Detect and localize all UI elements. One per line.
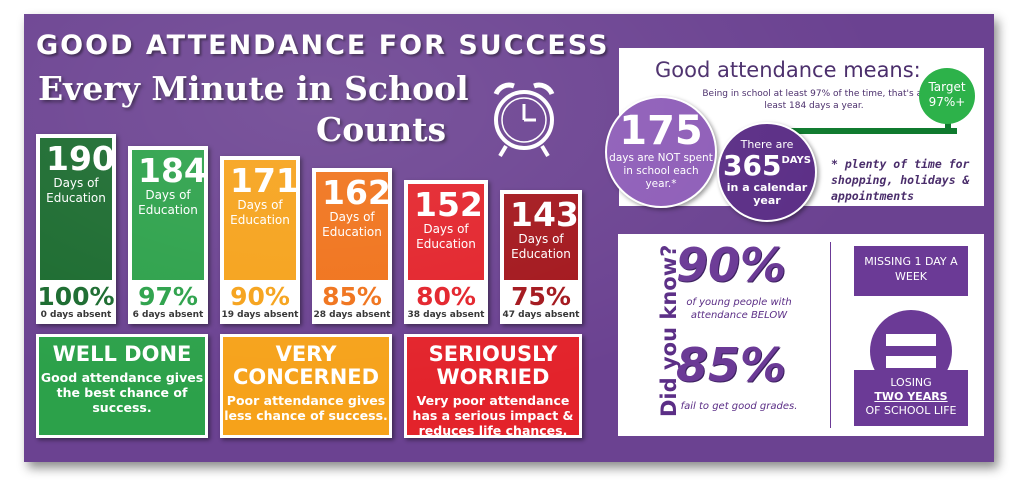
bar-absent: 28 days absent	[313, 310, 391, 320]
bar-days: 190	[46, 139, 115, 178]
bar-fill: 184 Days of Education	[132, 150, 207, 280]
bar-fill: 171 Days of Education	[224, 160, 299, 280]
target-badge: Target 97%+	[919, 68, 975, 124]
calendar-days-label: DAYS	[781, 155, 811, 166]
bar-caption: Days of Education	[511, 232, 571, 261]
panel-divider	[830, 242, 831, 428]
status-text: Very poor attendance has a serious impac…	[412, 393, 574, 438]
bar-fill: 152 Days of Education	[408, 184, 484, 280]
bar-fill: 162 Days of Education	[316, 172, 391, 280]
bar-caption: Days of Education	[138, 188, 198, 217]
calendar-year-text: in a calendar year	[726, 181, 808, 207]
bar-days: 184	[138, 151, 207, 190]
losing-line1: LOSING	[890, 376, 932, 389]
status-well-done: WELL DONE Good attendance gives the best…	[36, 334, 208, 438]
bar-percent: 80%	[416, 282, 476, 311]
poster-subtitle-line1: Every Minute in School	[38, 69, 469, 108]
bar-caption: Days of Education	[416, 222, 476, 251]
missing-one-day-box: MISSING 1 DAY A WEEK	[854, 246, 968, 296]
bar-absent: 38 days absent	[407, 310, 485, 320]
days-not-in-school-number: 175	[619, 108, 703, 154]
bar-absent: 19 days absent	[221, 310, 299, 320]
days-not-in-school-circle: 175 days are NOT spent in school each ye…	[605, 96, 717, 208]
bar-184-days: 184 Days of Education 97% 6 days absent	[128, 146, 208, 324]
bar-days: 162	[322, 173, 391, 212]
status-text: Good attendance gives the best chance of…	[40, 370, 204, 415]
stat-90-text: of young people with attendance BELOW	[686, 297, 792, 321]
status-text: Poor attendance gives less chance of suc…	[224, 393, 388, 423]
calendar-days-number: 365	[723, 149, 782, 182]
stat-85-text: fail to get good grades.	[680, 401, 798, 412]
status-heading: SERIOUSLY WORRIED	[428, 342, 558, 389]
bar-percent: 75%	[511, 282, 571, 311]
status-heading: WELL DONE	[52, 342, 192, 366]
bar-days: 171	[230, 161, 299, 200]
bar-percent: 100%	[37, 282, 115, 311]
target-label: Target	[928, 80, 966, 94]
target-line	[781, 128, 957, 134]
bar-fill: 190 Days of Education	[40, 138, 115, 280]
status-very-concerned: VERY CONCERNED Poor attendance gives les…	[220, 334, 392, 438]
attendance-poster: GOOD ATTENDANCE FOR SUCCESS Every Minute…	[24, 14, 994, 462]
bar-absent: 0 days absent	[40, 310, 112, 320]
bar-fill: 143 Days of Education	[504, 194, 579, 280]
status-heading: VERY CONCERNED	[232, 342, 380, 389]
bar-caption: Days of Education	[322, 210, 382, 239]
stat-90-percent: 90%	[676, 238, 787, 292]
poster-subtitle-line2: Counts	[316, 110, 447, 149]
status-seriously-worried: SERIOUSLY WORRIED Very poor attendance h…	[404, 334, 582, 438]
bar-171-days: 171 Days of Education 90% 19 days absent	[220, 156, 300, 324]
did-you-know-panel: Did you know? 90% of young people with a…	[618, 234, 984, 436]
bar-143-days: 143 Days of Education 75% 47 days absent	[500, 190, 582, 324]
bar-percent: 85%	[322, 282, 382, 311]
means-text: Being in school at least 97% of the time…	[702, 89, 926, 111]
bar-absent: 6 days absent	[132, 310, 204, 320]
bar-190-days: 190 Days of Education 100% 0 days absent	[36, 134, 116, 324]
poster-title: GOOD ATTENDANCE FOR SUCCESS	[36, 30, 610, 61]
bar-days: 143	[510, 195, 579, 234]
losing-line2: TWO YEARS	[874, 390, 948, 403]
attendance-means-panel: Good attendance means: Being in school a…	[605, 48, 984, 222]
bar-absent: 47 days absent	[502, 310, 580, 320]
stat-85-percent: 85%	[676, 338, 787, 392]
bar-percent: 90%	[230, 282, 290, 311]
losing-line3: OF SCHOOL LIFE	[865, 404, 957, 417]
target-stem	[945, 120, 951, 132]
alarm-clock-icon	[493, 82, 555, 158]
bar-caption: Days of Education	[46, 176, 106, 205]
calendar-days-circle: There are 365DAYS in a calendar year	[717, 122, 817, 222]
bar-152-days: 152 Days of Education 80% 38 days absent	[404, 180, 488, 324]
bar-caption: Days of Education	[230, 198, 290, 227]
free-time-note: * plenty of time for shopping, holidays …	[831, 157, 970, 203]
bar-percent: 97%	[138, 282, 198, 311]
days-not-in-school-text: days are NOT spent in school each year.*	[609, 152, 713, 190]
target-value: 97%+	[928, 95, 966, 109]
bar-162-days: 162 Days of Education 85% 28 days absent	[312, 168, 392, 324]
bar-days: 152	[414, 185, 483, 224]
losing-two-years-box: LOSING TWO YEARS OF SCHOOL LIFE	[854, 370, 968, 426]
means-title: Good attendance means:	[655, 58, 921, 82]
there-are-text: There are	[740, 138, 794, 151]
